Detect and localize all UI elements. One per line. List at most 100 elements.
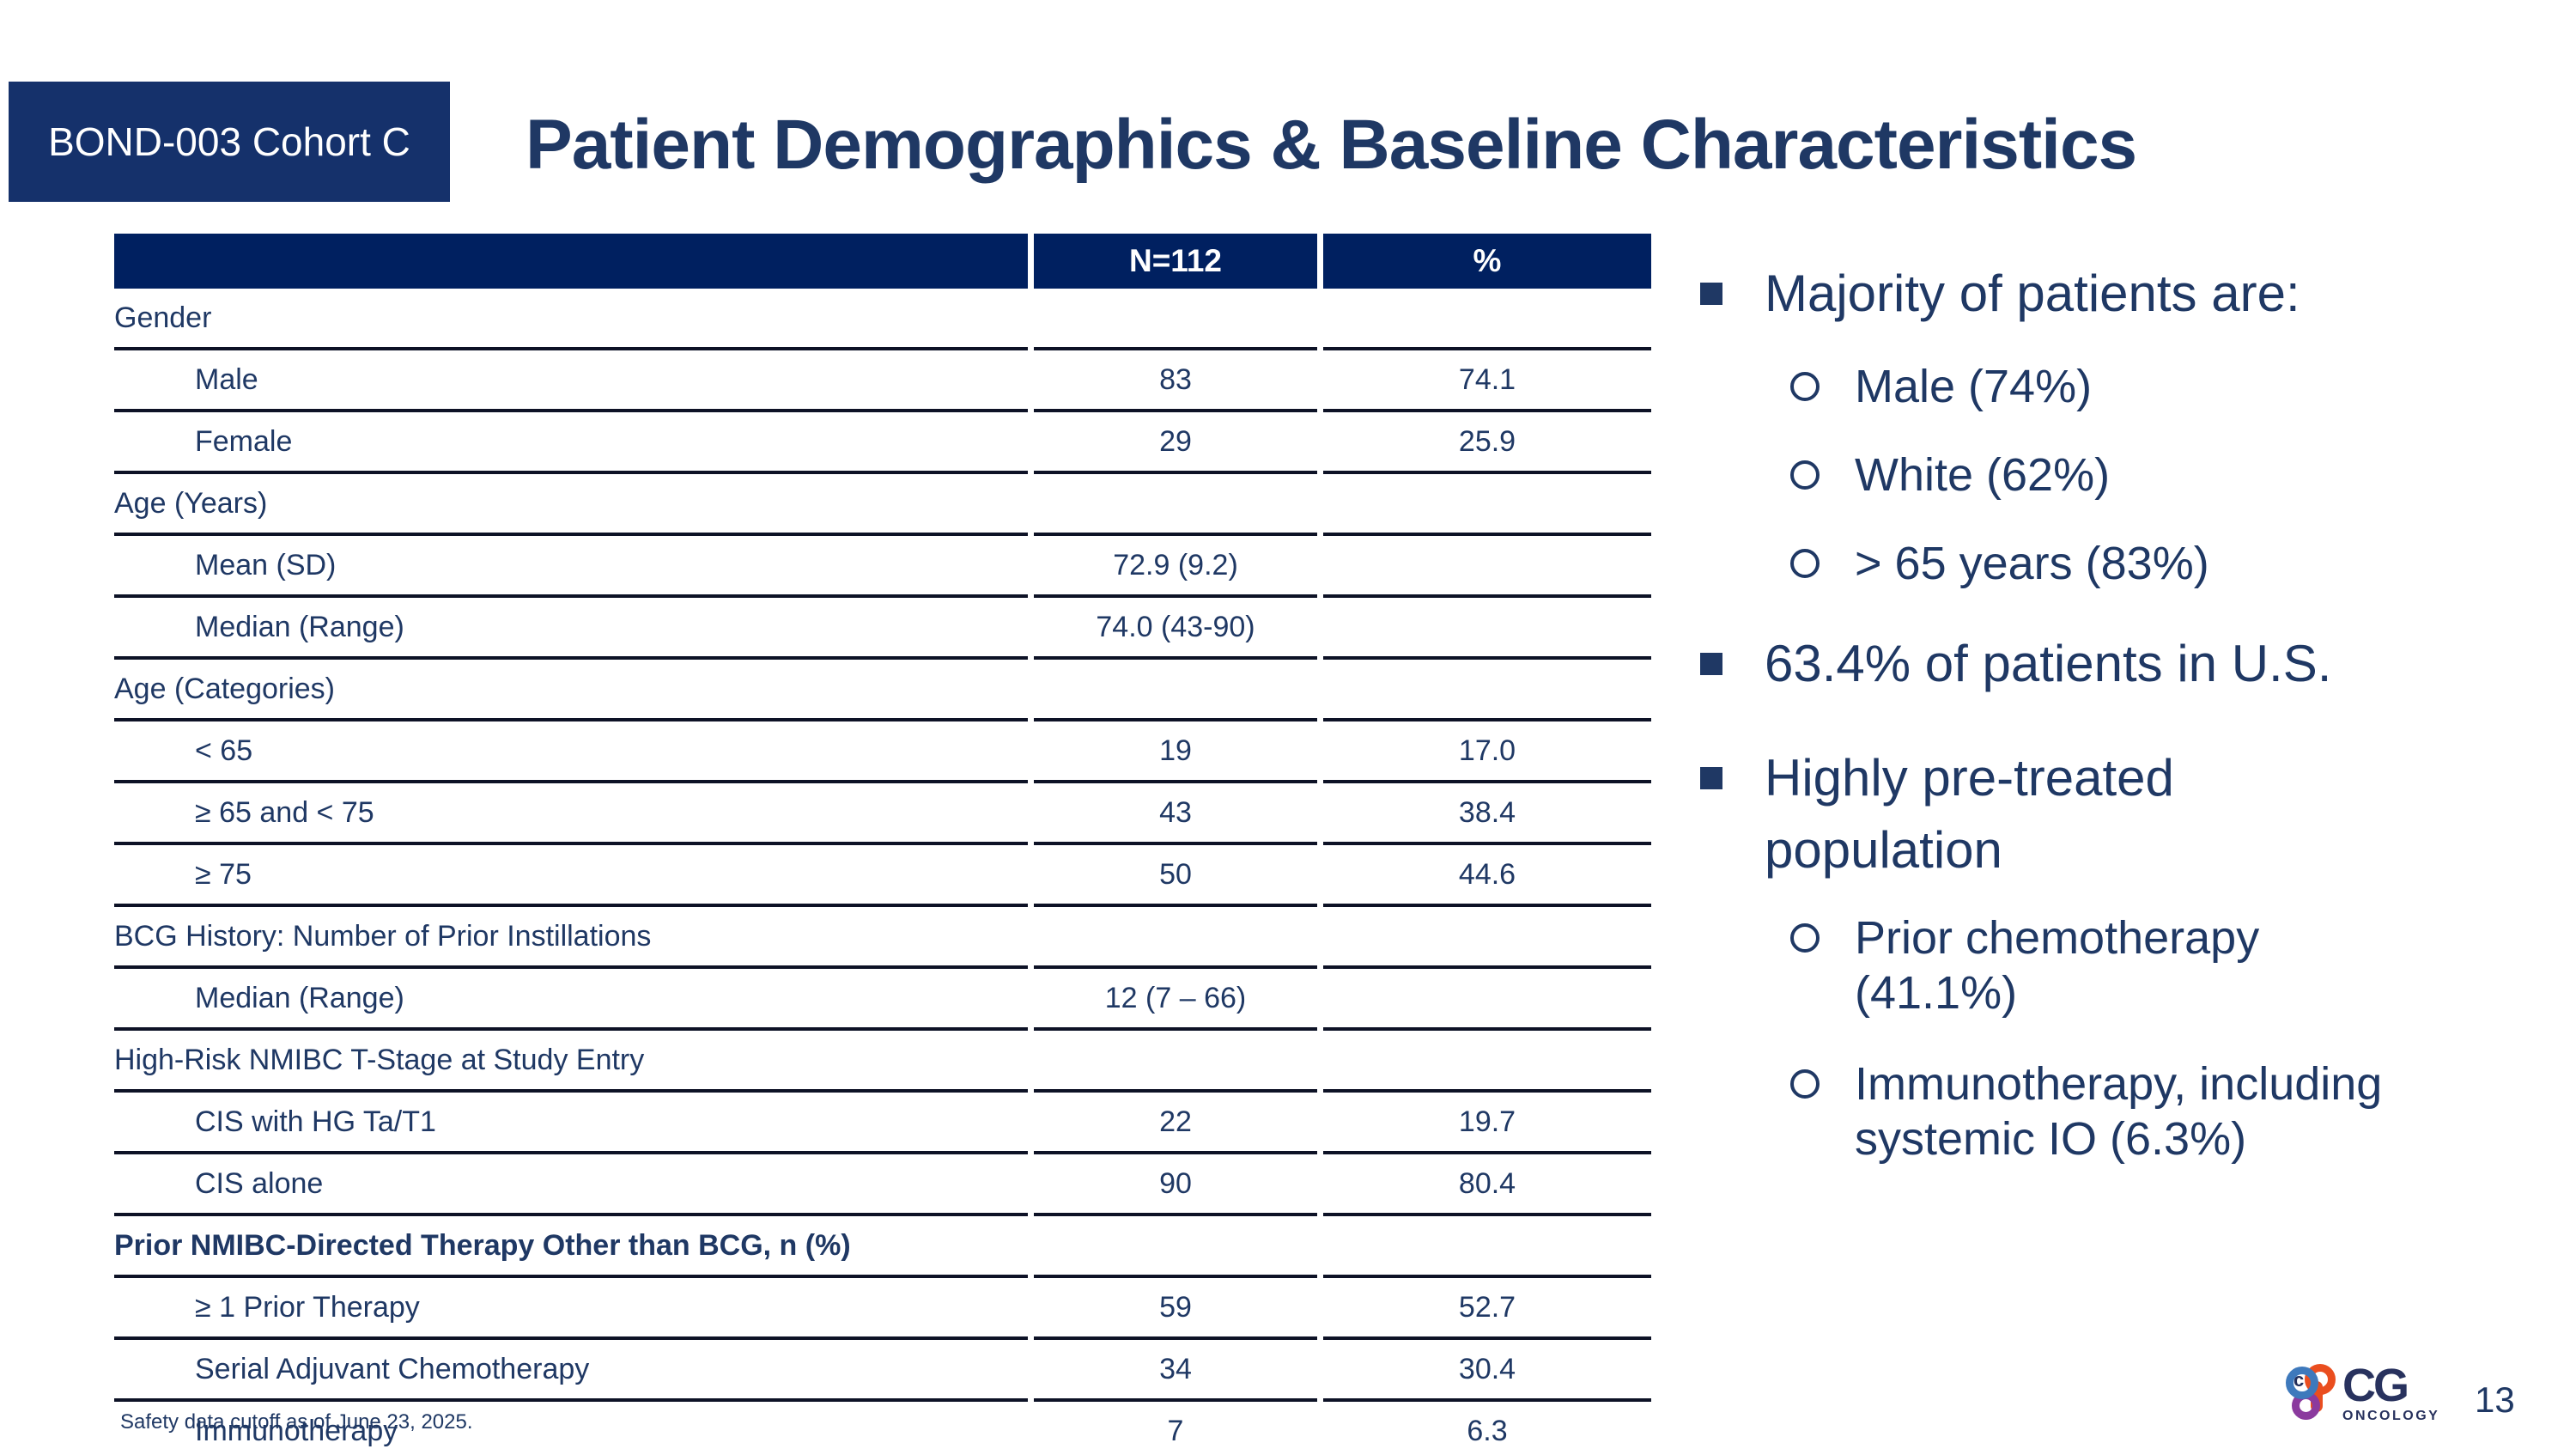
row-label: Female bbox=[114, 412, 1028, 474]
logo-wordmark: CG bbox=[2342, 1360, 2409, 1411]
row-label: CIS with HG Ta/T1 bbox=[114, 1093, 1028, 1154]
circle-bullet-icon bbox=[1790, 372, 1820, 401]
row-pct-value: 17.0 bbox=[1323, 721, 1651, 783]
bullet-text: White (62%) bbox=[1855, 449, 2111, 501]
table-row: Mean (SD) 72.9 (9.2) bbox=[114, 536, 1651, 598]
row-label: Median (Range) bbox=[114, 598, 1028, 660]
table-row-category: High-Risk NMIBC T-Stage at Study Entry bbox=[114, 1031, 1651, 1093]
circle-bullet-icon bbox=[1790, 460, 1820, 490]
row-n-value: 59 bbox=[1034, 1278, 1317, 1340]
table-row: ≥ 1 Prior Therapy 59 52.7 bbox=[114, 1278, 1651, 1340]
row-label: Immunotherapy bbox=[195, 1414, 398, 1447]
circle-bullet-icon bbox=[1790, 1069, 1820, 1099]
row-label: ≥ 1 Prior Therapy bbox=[114, 1278, 1028, 1340]
row-label: Age (Categories) bbox=[114, 660, 1028, 721]
row-pct-value: 80.4 bbox=[1323, 1154, 1651, 1216]
bullet-item: > 65 years (83%) bbox=[1790, 536, 2209, 591]
table-row: Male 83 74.1 bbox=[114, 350, 1651, 412]
row-n-value: 43 bbox=[1034, 783, 1317, 845]
row-pct-value bbox=[1323, 1031, 1651, 1093]
row-pct-value bbox=[1323, 907, 1651, 969]
bullet-item: Highly pre-treated population bbox=[1700, 742, 2174, 886]
row-pct-value bbox=[1323, 289, 1651, 350]
row-pct-value: 52.7 bbox=[1323, 1278, 1651, 1340]
page-number: 13 bbox=[2475, 1379, 2515, 1420]
square-bullet-icon bbox=[1700, 653, 1722, 675]
bullet-text: Male (74%) bbox=[1855, 361, 2093, 412]
row-label: Male bbox=[114, 350, 1028, 412]
row-n-value bbox=[1034, 907, 1317, 969]
row-label: Median (Range) bbox=[114, 969, 1028, 1031]
bullet-text: Prior chemotherapy (41.1%) bbox=[1855, 912, 2260, 1019]
row-pct-value bbox=[1323, 969, 1651, 1031]
row-label: Gender bbox=[114, 289, 1028, 350]
row-n-value: 74.0 (43-90) bbox=[1034, 598, 1317, 660]
circle-bullet-icon bbox=[1790, 923, 1820, 953]
cg-oncology-logo: c CG ONCOLOGY bbox=[2286, 1360, 2440, 1424]
bullet-item: Prior chemotherapy (41.1%) bbox=[1790, 910, 2259, 1020]
row-n-value: 83 bbox=[1034, 350, 1317, 412]
table-row-category: BCG History: Number of Prior Instillatio… bbox=[114, 907, 1651, 969]
table-row: Female 29 25.9 bbox=[114, 412, 1651, 474]
circle-bullet-icon bbox=[1790, 549, 1820, 578]
row-pct-value bbox=[1323, 536, 1651, 598]
row-label: CIS alone bbox=[114, 1154, 1028, 1216]
header-cell-pct: % bbox=[1323, 234, 1651, 289]
logo-subtext: ONCOLOGY bbox=[2342, 1409, 2440, 1423]
footnote: Safety data cutoff as of June 23, 2025. bbox=[120, 1410, 473, 1434]
table-header: N=112 % bbox=[114, 234, 1651, 289]
table-row-category: Age (Categories) bbox=[114, 660, 1651, 721]
row-pct-value bbox=[1323, 1216, 1651, 1278]
row-pct-value: 25.9 bbox=[1323, 412, 1651, 474]
bullet-item: Majority of patients are: bbox=[1700, 258, 2300, 330]
row-n-value bbox=[1034, 474, 1317, 536]
table-row: CIS alone 90 80.4 bbox=[114, 1154, 1651, 1216]
cohort-badge-label: BOND-003 Cohort C bbox=[48, 119, 410, 164]
bullet-text: Highly pre-treated population bbox=[1765, 749, 2174, 879]
row-n-value bbox=[1034, 289, 1317, 350]
row-pct-value bbox=[1323, 598, 1651, 660]
bullet-text: 63.4% of patients in U.S. bbox=[1765, 635, 2332, 692]
row-label: ≥ 65 and < 75 bbox=[114, 783, 1028, 845]
table-row-category: Gender bbox=[114, 289, 1651, 350]
square-bullet-icon bbox=[1700, 767, 1722, 789]
row-label: < 65 bbox=[114, 721, 1028, 783]
header-cell-empty bbox=[114, 234, 1028, 289]
table-body: Gender Male 83 74.1 Female 29 25.9 Age (Years) M… bbox=[114, 289, 1651, 1449]
bullet-item: 63.4% of patients in U.S. bbox=[1700, 628, 2331, 700]
row-n-value bbox=[1034, 660, 1317, 721]
row-n-value: 22 bbox=[1034, 1093, 1317, 1154]
row-pct-value: 6.3 bbox=[1467, 1414, 1508, 1447]
logo-blue-shape bbox=[2286, 1367, 2318, 1399]
square-bullet-icon bbox=[1700, 283, 1722, 305]
table-row: Immunotherapy 7 6.3 bbox=[114, 1402, 1651, 1449]
table-row: Median (Range) 74.0 (43-90) bbox=[114, 598, 1651, 660]
table-row: Serial Adjuvant Chemotherapy 34 30.4 bbox=[114, 1340, 1651, 1402]
table-row: < 65 19 17.0 bbox=[114, 721, 1651, 783]
row-pct-value: 38.4 bbox=[1323, 783, 1651, 845]
row-label: Age (Years) bbox=[114, 474, 1028, 536]
row-pct-value: 30.4 bbox=[1323, 1340, 1651, 1402]
row-label: ≥ 75 bbox=[114, 845, 1028, 907]
cohort-badge: BOND-003 Cohort C bbox=[9, 82, 450, 202]
cg-oncology-logo-icon: c bbox=[2286, 1364, 2341, 1424]
row-n-value: 12 (7 – 66) bbox=[1034, 969, 1317, 1031]
logo-c-glyph: c bbox=[2293, 1369, 2305, 1391]
table-row: Median (Range) 12 (7 – 66) bbox=[114, 969, 1651, 1031]
demographics-table: N=112 % Gender Male 83 74.1 Female 29 25.9 Age … bbox=[108, 234, 1657, 1449]
row-pct-value: 74.1 bbox=[1323, 350, 1651, 412]
bullet-item: White (62%) bbox=[1790, 447, 2110, 502]
page-title: Patient Demographics & Baseline Characte… bbox=[526, 106, 2137, 184]
row-label: High-Risk NMIBC T-Stage at Study Entry bbox=[114, 1031, 1028, 1093]
row-n-value: 50 bbox=[1034, 845, 1317, 907]
row-pct-value: 19.7 bbox=[1323, 1093, 1651, 1154]
row-label: Serial Adjuvant Chemotherapy bbox=[114, 1340, 1028, 1402]
row-n-value bbox=[1034, 1031, 1317, 1093]
row-n-value: 72.9 (9.2) bbox=[1034, 536, 1317, 598]
table-row-category: Prior NMIBC-Directed Therapy Other than … bbox=[114, 1216, 1651, 1278]
table-row-category: Age (Years) bbox=[114, 474, 1651, 536]
bullet-text: Majority of patients are: bbox=[1765, 265, 2300, 322]
row-pct-value bbox=[1323, 660, 1651, 721]
row-n-value: 90 bbox=[1034, 1154, 1317, 1216]
